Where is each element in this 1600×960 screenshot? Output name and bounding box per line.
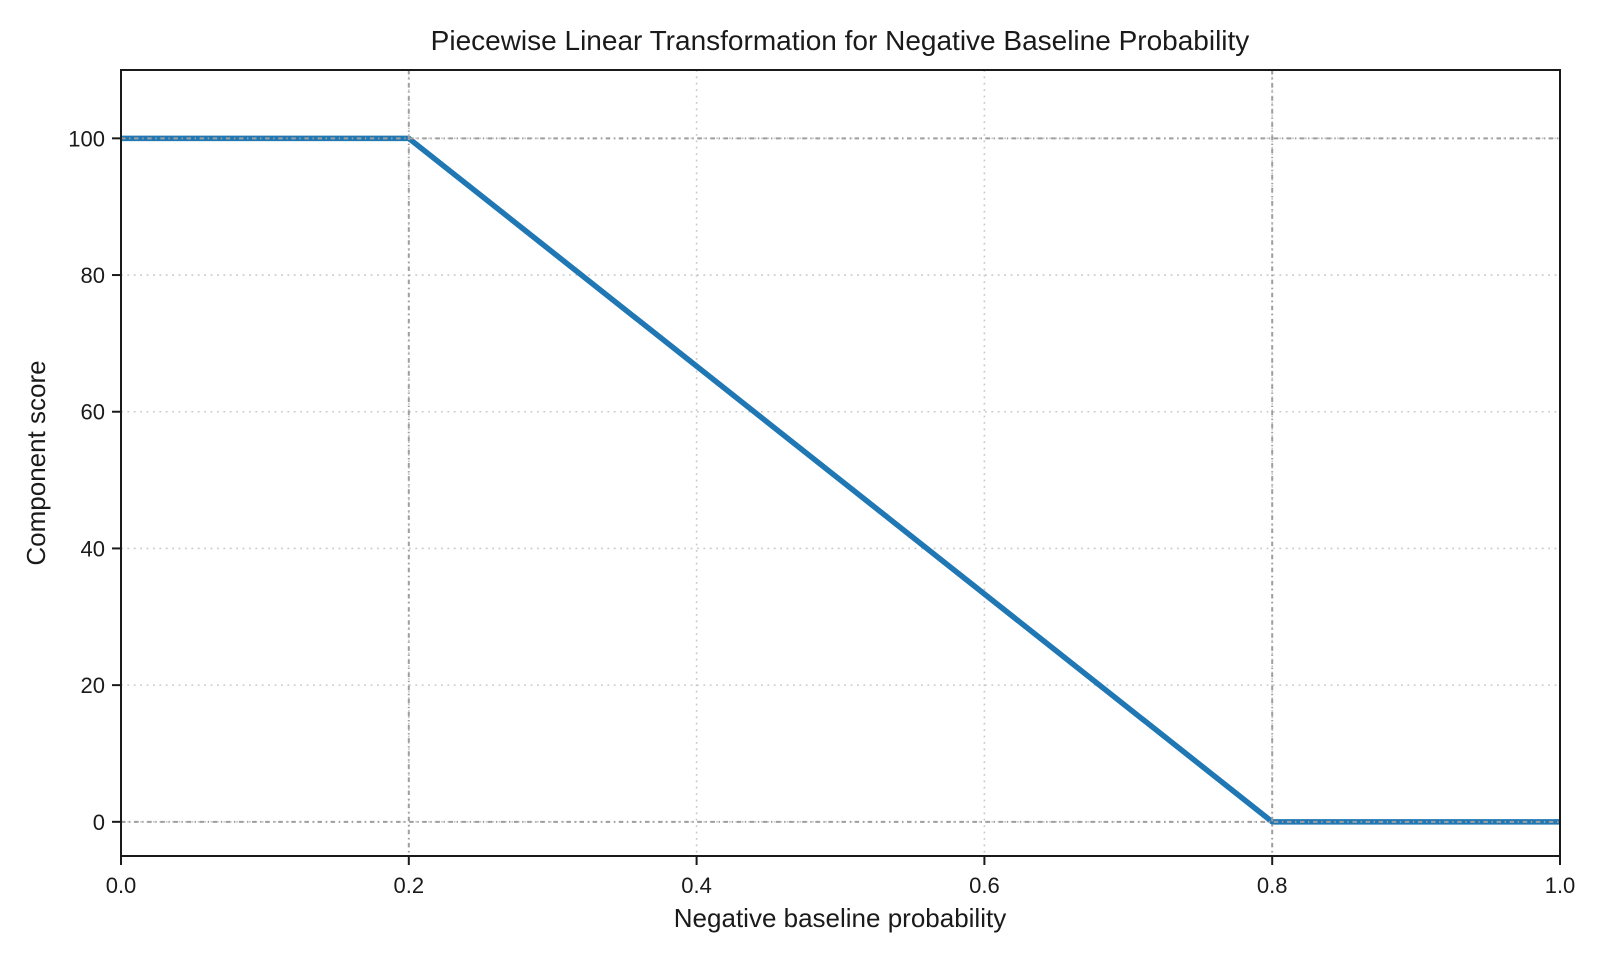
x-tick-label: 1.0 (1545, 873, 1576, 898)
chart-title: Piecewise Linear Transformation for Nega… (431, 25, 1250, 56)
y-tick-label: 60 (81, 400, 105, 425)
axis-ticks: 0.0 0.2 0.4 0.6 0.8 1.0 0 20 40 60 80 100 (68, 126, 1575, 898)
y-axis-label: Component score (21, 360, 51, 565)
grid-lines (121, 70, 1560, 856)
y-tick-label: 20 (81, 673, 105, 698)
reference-lines (121, 70, 1560, 856)
axes-spines (120, 69, 1561, 857)
data-series (121, 135, 1560, 825)
data-line-component-score (121, 135, 1560, 825)
x-tick-label: 0.2 (394, 873, 425, 898)
x-tick-label: 0.4 (681, 873, 712, 898)
y-tick-label: 0 (93, 810, 105, 835)
x-tick-label: 0.8 (1257, 873, 1288, 898)
x-tick-label: 0.0 (106, 873, 137, 898)
y-tick-label: 80 (81, 263, 105, 288)
x-axis-label: Negative baseline probability (674, 903, 1006, 933)
plot-border (120, 69, 1561, 857)
y-tick-label: 40 (81, 536, 105, 561)
y-tick-label: 100 (68, 126, 105, 151)
x-tick-label: 0.6 (969, 873, 1000, 898)
